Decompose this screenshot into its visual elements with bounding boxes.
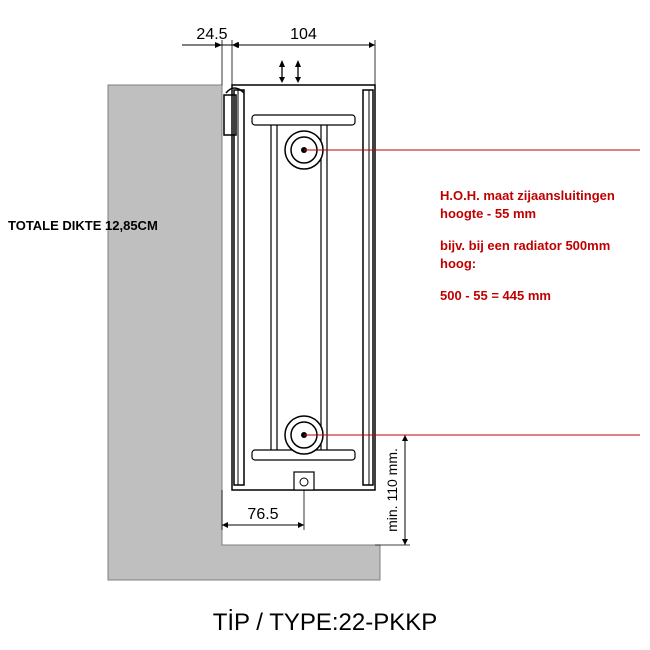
wall-thickness-dim: 24.5 bbox=[196, 26, 227, 43]
radiator-body bbox=[224, 60, 375, 490]
min-height-dim: min. 110 mm. bbox=[384, 448, 400, 532]
type-title: TİP / TYPE:22-PKKP bbox=[213, 609, 438, 636]
annot-line4: hoog: bbox=[440, 256, 476, 271]
annot-line1: H.O.H. maat zijaansluitingen bbox=[440, 188, 615, 203]
annot-line2: hoogte - 55 mm bbox=[440, 206, 536, 221]
annot-line3: bijv. bij een radiator 500mm bbox=[440, 238, 610, 253]
annot-line5: 500 - 55 = 445 mm bbox=[440, 288, 551, 303]
radiator-width-dim: 104 bbox=[290, 26, 317, 43]
total-thickness-label: TOTALE DIKTE 12,85CM bbox=[8, 218, 158, 233]
red-annotations: H.O.H. maat zijaansluitingen hoogte - 55… bbox=[440, 188, 615, 303]
pipe-offset-dim: 76.5 bbox=[247, 506, 278, 523]
radiator-diagram: 24.5 104 76.5 min. 110 mm. TOTALE DIKTE … bbox=[0, 0, 650, 650]
